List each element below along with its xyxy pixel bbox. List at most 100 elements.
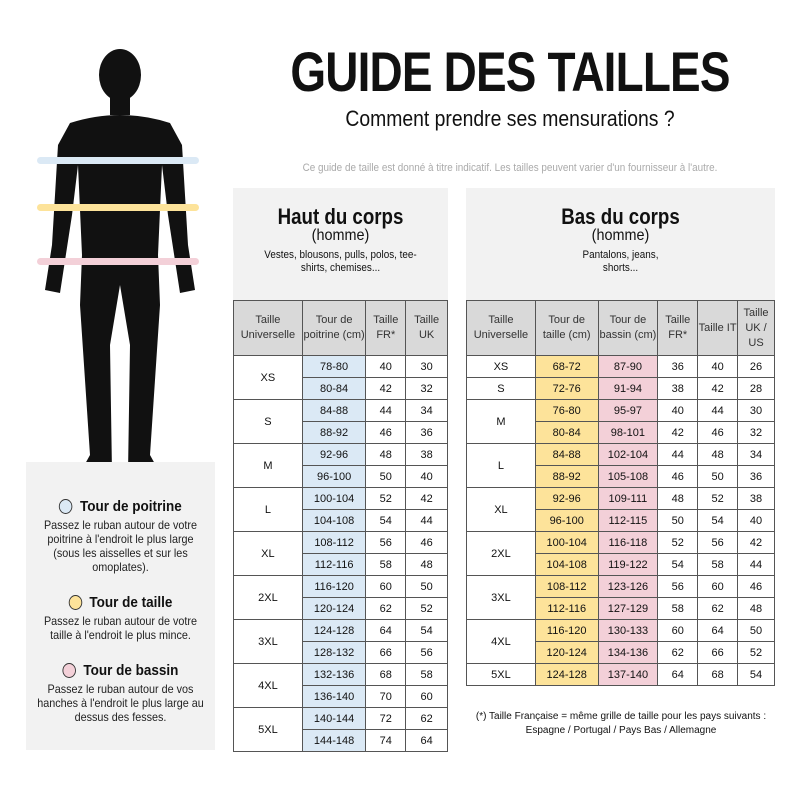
table-row: 104-108 119-122 54 58 44 [467, 553, 775, 576]
size-cell: 2XL [233, 575, 303, 620]
value-cell: 34 [737, 443, 775, 466]
value-cell: 42 [697, 377, 739, 400]
value-cell: 120-124 [534, 641, 599, 664]
table-row: 120-124 134-136 62 66 52 [467, 641, 775, 664]
value-cell: 74 [365, 729, 407, 752]
value-cell: 56 [657, 575, 699, 598]
table-row: L 100-104 52 42 [233, 487, 448, 532]
value-cell: 46 [657, 465, 699, 488]
value-cell: 60 [405, 685, 448, 708]
value-cell: 88-92 [301, 421, 367, 444]
value-cell: 100-104 [301, 487, 367, 510]
value-cell: 72-76 [534, 377, 599, 400]
value-cell: 60 [657, 619, 699, 642]
value-cell: 128-132 [301, 641, 367, 664]
value-cell: 36 [737, 465, 775, 488]
value-cell: 120-124 [301, 597, 367, 620]
value-cell: 134-136 [597, 641, 659, 664]
size-cell: S [233, 399, 303, 444]
value-cell: 62 [697, 597, 739, 620]
table-row: XL 92-96 109-111 48 52 38 [466, 487, 775, 532]
size-cell: 3XL [466, 575, 536, 620]
value-cell: 48 [405, 553, 448, 576]
value-cell: 84-88 [301, 399, 367, 422]
value-cell: 58 [405, 663, 448, 686]
value-cell: 124-128 [534, 663, 599, 686]
value-cell: 100-104 [534, 531, 599, 554]
size-cell: XS [233, 355, 303, 400]
column-header: Tour de bassin (cm) [597, 300, 659, 356]
value-cell: 108-112 [534, 575, 599, 598]
value-cell: 116-120 [534, 619, 599, 642]
value-cell: 42 [737, 531, 775, 554]
value-cell: 80-84 [534, 421, 599, 444]
value-cell: 42 [405, 487, 448, 510]
chest-color-icon [59, 499, 73, 514]
footnote: (*) Taille Française = même grille de ta… [475, 711, 767, 736]
value-cell: 119-122 [597, 553, 659, 576]
hip-color-icon [62, 663, 77, 678]
value-cell: 88-92 [534, 465, 599, 488]
table-row: 5XL 124-128 137-140 64 68 54 [466, 663, 775, 686]
table-row: 2XL 100-104 116-118 52 56 42 [466, 531, 775, 576]
column-header: Taille UK [405, 300, 448, 356]
value-cell: 54 [697, 509, 739, 532]
legend-text: Passez le ruban autour de votre poitrine… [43, 518, 198, 574]
value-cell: 52 [405, 597, 448, 620]
column-header: Taille UK / US [737, 300, 775, 356]
value-cell: 52 [365, 487, 407, 510]
measurement-legend: Tour de poitrine Passez le ruban autour … [26, 462, 215, 750]
value-cell: 52 [737, 641, 775, 664]
value-cell: 98-101 [597, 421, 659, 444]
table-row: 96-100 112-115 50 54 40 [467, 509, 775, 532]
value-cell: 64 [365, 619, 407, 642]
value-cell: 116-118 [597, 531, 659, 554]
value-cell: 68-72 [534, 355, 599, 378]
value-cell: 52 [657, 531, 699, 554]
value-cell: 95-97 [597, 399, 659, 422]
value-cell: 46 [365, 421, 407, 444]
table-row: XS 68-72 87-90 36 40 26 [466, 355, 775, 378]
value-cell: 104-108 [534, 553, 599, 576]
table-row: 120-124 62 52 [234, 597, 448, 620]
value-cell: 137-140 [597, 663, 659, 686]
size-cell: M [233, 443, 303, 488]
size-cell: 2XL [466, 531, 536, 576]
value-cell: 42 [365, 377, 407, 400]
value-cell: 108-112 [301, 531, 367, 554]
value-cell: 68 [697, 663, 739, 686]
value-cell: 46 [737, 575, 775, 598]
size-cell: XL [466, 487, 536, 532]
value-cell: 46 [405, 531, 448, 554]
size-cell: S [466, 377, 536, 400]
value-cell: 64 [697, 619, 739, 642]
section-heading: Bas du corps [561, 204, 680, 229]
column-header: Taille FR* [365, 300, 407, 356]
value-cell: 60 [365, 575, 407, 598]
column-header: Tour de taille (cm) [534, 300, 599, 356]
section-subheading: (homme) [591, 227, 650, 244]
value-cell: 54 [737, 663, 775, 686]
section-heading: Haut du corps [277, 204, 404, 229]
value-cell: 38 [737, 487, 775, 510]
value-cell: 112-116 [301, 553, 367, 576]
value-cell: 112-115 [597, 509, 659, 532]
table-row: 4XL 132-136 68 58 [233, 663, 448, 708]
table-row: L 84-88 102-104 44 48 34 [466, 443, 775, 488]
legend-text: Passez le ruban autour de vos hanches à … [37, 682, 204, 724]
value-cell: 40 [657, 399, 699, 422]
value-cell: 48 [365, 443, 407, 466]
value-cell: 109-111 [597, 487, 659, 510]
table-row: M 76-80 95-97 40 44 30 [466, 399, 775, 444]
value-cell: 34 [405, 399, 448, 422]
value-cell: 64 [405, 729, 448, 752]
table-row: 96-100 50 40 [234, 465, 448, 488]
value-cell: 102-104 [597, 443, 659, 466]
legend-title: Tour de poitrine [79, 498, 182, 515]
legend-title: Tour de taille [89, 594, 173, 611]
value-cell: 48 [657, 487, 699, 510]
value-cell: 50 [365, 465, 407, 488]
top-body-header: Haut du corps (homme) Vestes, blousons, … [233, 188, 448, 300]
column-header: Taille Universelle [466, 300, 536, 356]
top-size-table: Taille Universelle Tour de poitrine (cm) T… [233, 300, 448, 752]
